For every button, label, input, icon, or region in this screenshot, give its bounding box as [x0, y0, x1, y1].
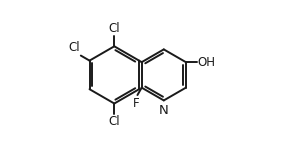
Text: N: N — [159, 104, 169, 117]
Text: Cl: Cl — [68, 41, 80, 54]
Text: Cl: Cl — [109, 115, 120, 128]
Text: OH: OH — [197, 56, 215, 69]
Text: Cl: Cl — [109, 22, 120, 35]
Text: F: F — [133, 97, 140, 110]
